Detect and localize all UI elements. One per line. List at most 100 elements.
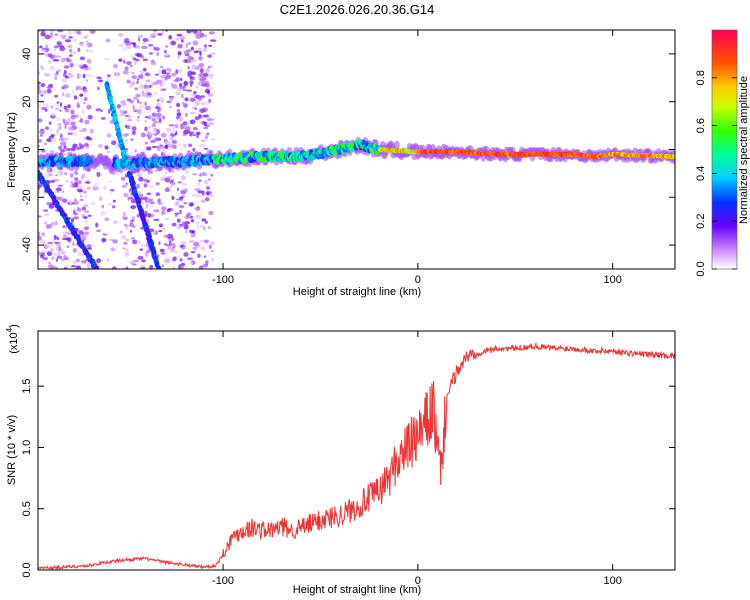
heatmap-noise-cell [97, 86, 100, 91]
heatmap-noise-cell [208, 44, 213, 47]
heatmap-noise-cell [151, 35, 156, 38]
heatmap-noise-cell [55, 246, 60, 251]
heatmap-noise-cell [48, 66, 55, 72]
snr-y-multiplier-base: (x10 [8, 332, 20, 353]
heatmap-noise-cell [67, 132, 74, 136]
heatmap-noise-cell [162, 115, 166, 120]
heatmap-x-tick-label: 100 [603, 274, 621, 286]
colorbar-label: Normalized spectral amplitude [738, 76, 750, 224]
heatmap-noise-cell [181, 101, 184, 105]
heatmap-noise-cell [202, 114, 209, 118]
heatmap-noise-cell [169, 96, 174, 101]
heatmap-noise-cell [59, 109, 62, 112]
heatmap-noise-cell [207, 85, 210, 88]
heatmap-noise-cell [50, 221, 55, 227]
heatmap-noise-cell [101, 237, 107, 243]
heatmap-noise-cell [129, 83, 133, 89]
heatmap-noise-cell [82, 173, 86, 178]
heatmap-noise-cell [180, 241, 187, 245]
heatmap-noise-cell [164, 187, 170, 193]
heatmap-noise-cell [148, 198, 154, 202]
heatmap-noise-cell [122, 46, 128, 52]
heatmap-noise-cell [190, 219, 195, 223]
heatmap-noise-cell [138, 191, 142, 194]
heatmap-noise-cell [131, 72, 135, 75]
heatmap-noise-cell [208, 244, 212, 249]
snr-x-tick-label: 0 [415, 575, 421, 587]
heatmap-noise-cell [61, 86, 65, 90]
heatmap-noise-cell [208, 74, 214, 80]
heatmap-noise-cell [41, 106, 48, 111]
heatmap-noise-cell [41, 47, 46, 50]
snr-panel: -100 0 100 0.0 0.5 1.0 1.5 Height of straight … [5, 324, 676, 596]
heatmap-noise-cell [160, 177, 166, 182]
heatmap-noise-cell [201, 190, 205, 196]
heatmap-noise-cell [200, 199, 206, 203]
heatmap-noise-cell [95, 108, 102, 112]
heatmap-noise-cell [130, 64, 133, 68]
heatmap-noise-cell [179, 83, 183, 88]
heatmap-noise-cell [63, 257, 70, 261]
heatmap-noise-cell [199, 225, 206, 229]
heatmap-noise-cell [155, 105, 159, 110]
heatmap-noise-cell [40, 64, 44, 70]
heatmap-noise-cell [79, 43, 85, 47]
heatmap-noise-cell [68, 36, 73, 39]
heatmap-noise-cell [116, 104, 121, 109]
heatmap-noise-cell [69, 200, 73, 205]
heatmap-noise-cell [129, 229, 133, 233]
heatmap-noise-cell [140, 132, 146, 138]
heatmap-noise-cell [135, 94, 141, 98]
heatmap-noise-cell [59, 170, 63, 176]
heatmap-noise-cell [64, 119, 70, 122]
heatmap-noise-cell [200, 102, 205, 106]
heatmap-noise-cell [40, 149, 46, 153]
heatmap-noise-cell [83, 101, 86, 105]
heatmap-noise-cell [151, 118, 156, 122]
heatmap-noise-cell [198, 265, 204, 269]
heatmap-noise-cell [180, 190, 187, 195]
heatmap-noise-cell [189, 131, 195, 134]
heatmap-noise-cell [83, 231, 90, 236]
heatmap-noise-cell [69, 62, 74, 68]
heatmap-noise-cell [203, 72, 209, 78]
heatmap-noise-cell [79, 117, 84, 123]
heatmap-noise-cell [78, 129, 84, 132]
heatmap-noise-cell [96, 76, 102, 79]
heatmap-noise-cell [133, 107, 139, 111]
heatmap-noise-cell [87, 247, 92, 250]
heatmap-noise-cell [118, 44, 124, 47]
heatmap-noise-cell [89, 30, 96, 34]
heatmap-noise-cell [190, 233, 194, 239]
heatmap-noise-cell [180, 93, 184, 99]
heatmap-noise-cell [62, 92, 65, 97]
heatmap-noise-cell [53, 48, 57, 52]
heatmap-noise-cell [50, 243, 55, 248]
heatmap-noise-cell [160, 175, 167, 178]
heatmap-noise-cell [63, 105, 68, 110]
snr-y-tick-label: 0.5 [21, 501, 33, 516]
heatmap-noise-cell [125, 248, 129, 253]
heatmap-noise-cell [179, 148, 184, 151]
heatmap-noise-cell [177, 54, 180, 60]
heatmap-noise-cell [134, 132, 138, 136]
heatmap-noise-cell [50, 105, 54, 109]
heatmap-noise-cell [154, 73, 160, 76]
heatmap-noise-cell [55, 71, 59, 75]
heatmap-noise-cell [138, 37, 141, 42]
heatmap-noise-cell [176, 37, 180, 41]
heatmap-noise-cell [78, 230, 84, 235]
heatmap-noise-cell [174, 144, 177, 150]
heatmap-noise-cell [86, 74, 93, 78]
heatmap-noise-cell [95, 222, 99, 228]
heatmap-noise-cell [148, 51, 153, 56]
heatmap-noise-cell [190, 83, 193, 88]
heatmap-noise-cell [176, 102, 181, 108]
heatmap-noise-cell [124, 224, 129, 228]
heatmap-noise-cell [70, 109, 75, 115]
heatmap-noise-cell [210, 52, 216, 55]
heatmap-noise-cell [207, 93, 214, 98]
heatmap-noise-cell [191, 64, 197, 70]
heatmap-noise-cell [174, 202, 180, 207]
heatmap-noise-cell [145, 79, 151, 83]
